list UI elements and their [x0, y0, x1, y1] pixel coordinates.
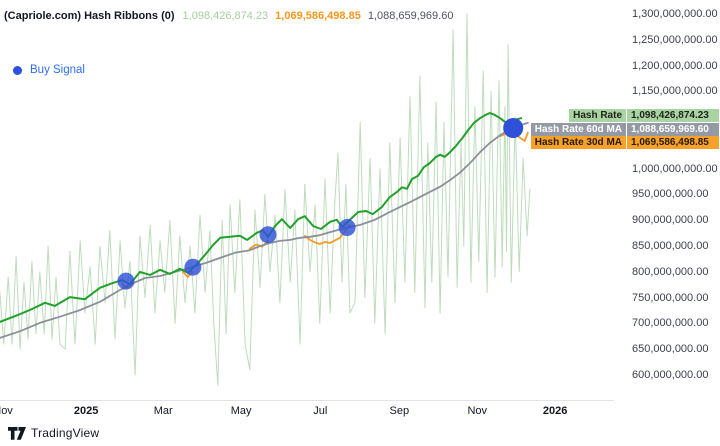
- indicator-header: (Capriole.com) Hash Ribbons (0) 1,098,426…: [4, 9, 460, 23]
- time-axis-separator: [0, 400, 614, 401]
- time-tick-label: Nov: [0, 405, 13, 417]
- axis-tag-hash-rate-30d-ma: Hash Rate 30d MA 1,069,586,498.85: [530, 136, 719, 149]
- tradingview-logo[interactable]: TradingView: [8, 426, 99, 440]
- price-tick-label: 1,000,000,000.00: [632, 162, 718, 175]
- time-tick-label: Mar: [153, 405, 173, 417]
- buy-signal-marker[interactable]: [503, 118, 524, 138]
- axis-tag-label: Hash Rate 30d MA: [530, 136, 626, 149]
- buy-signal-marker[interactable]: [184, 258, 202, 276]
- price-tick-label: 1,200,000,000.00: [632, 59, 718, 72]
- time-tick-label: Jul: [313, 405, 328, 417]
- axis-tag-value: 1,088,659,969.60: [627, 122, 719, 136]
- price-tick-label: 950,000,000.00: [632, 188, 709, 201]
- buy-signal-marker[interactable]: [117, 272, 135, 290]
- price-tick-label: 700,000,000.00: [632, 317, 709, 330]
- price-tick-label: 900,000,000.00: [632, 214, 709, 227]
- time-tick-label: 2026: [542, 405, 568, 417]
- buy-signal-marker[interactable]: [259, 226, 277, 244]
- indicator-value: 1,098,426,874.23: [182, 10, 269, 22]
- indicator-value: 1,069,586,498.85: [275, 10, 361, 22]
- buy-signal-dot-icon: [13, 65, 22, 75]
- price-axis[interactable]: 1,300,000,000.00 1,250,000,000.00 1,200,00…: [620, 0, 720, 400]
- axis-tag-label: Hash Rate 60d MA: [530, 122, 626, 136]
- buy-signal-legend: Buy Signal: [13, 64, 85, 76]
- indicator-value: 1,088,659,969.60: [367, 10, 454, 22]
- tradingview-brand-text: TradingView: [31, 426, 100, 440]
- price-tick-label: 1,300,000,000.00: [632, 8, 718, 20]
- axis-tag-label: Hash Rate: [569, 109, 626, 122]
- series-hash-rate: [0, 112, 523, 323]
- time-tick-label: Nov: [467, 405, 488, 417]
- series-hash-rate-daily: [0, 13, 531, 386]
- axis-tag-value: 1,098,426,874.23: [627, 109, 719, 122]
- price-axis-tags: Hash Rate 1,098,426,874.23 Hash Rate 60d M…: [530, 109, 719, 150]
- axis-tag-hash-rate-60d-ma: Hash Rate 60d MA 1,088,659,969.60: [530, 122, 719, 136]
- time-tick-label: 2025: [73, 405, 99, 417]
- buy-signal-marker[interactable]: [338, 219, 356, 236]
- axis-tag-hash-rate: Hash Rate 1,098,426,874.23: [531, 109, 719, 122]
- price-tick-label: 1,150,000,000.00: [632, 85, 718, 98]
- price-tick-label: 1,250,000,000.00: [632, 33, 718, 46]
- price-tick-label: 850,000,000.00: [632, 240, 709, 253]
- time-tick-label: Sep: [389, 405, 410, 417]
- time-tick-label: May: [230, 405, 252, 417]
- indicator-title[interactable]: (Capriole.com) Hash Ribbons (0): [4, 10, 175, 22]
- price-tick-label: 800,000,000.00: [632, 265, 709, 278]
- price-tick-label: 600,000,000.00: [632, 368, 709, 381]
- time-axis[interactable]: Nov 2025 Mar May Jul Sep Nov 2026: [0, 403, 620, 421]
- buy-signal-label: Buy Signal: [30, 64, 85, 76]
- price-tick-label: 650,000,000.00: [632, 343, 709, 356]
- axis-tag-value: 1,069,586,498.85: [627, 136, 719, 149]
- tradingview-logo-icon: [8, 426, 26, 440]
- indicator-values: 1,098,426,874.23 1,069,586,498.85 1,088,65…: [183, 10, 461, 22]
- price-tick-label: 750,000,000.00: [632, 291, 709, 304]
